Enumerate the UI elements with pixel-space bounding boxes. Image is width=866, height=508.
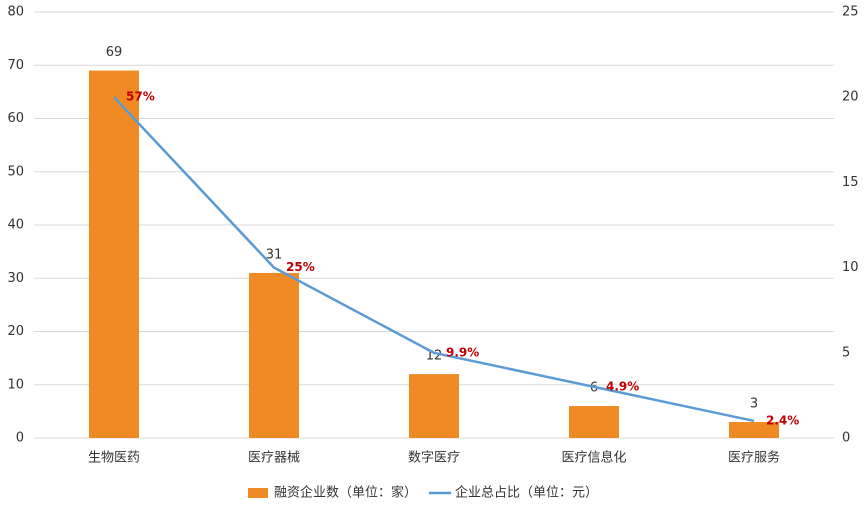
y2-tick-label: 25 [842, 5, 859, 20]
bar-value-label: 12 [426, 349, 443, 364]
y-tick-label: 0 [16, 431, 24, 446]
annotation: 4.9% [606, 379, 639, 393]
y-tick-label: 70 [7, 58, 24, 73]
bar [569, 406, 619, 438]
bar-value-label: 31 [266, 247, 283, 262]
bar-value-label: 3 [750, 397, 758, 412]
y-tick-label: 50 [7, 164, 24, 179]
line [113, 96, 755, 423]
bar [409, 374, 459, 438]
y-tick-label: 80 [7, 5, 24, 20]
bar [89, 70, 139, 438]
y-tick-label: 30 [7, 271, 24, 286]
y2-tick-label: 0 [842, 431, 850, 446]
annotation: 2.4% [766, 413, 799, 427]
x-tick-label: 数字医疗 [408, 451, 460, 466]
legend-label: 企业总占比（单位：元） [455, 485, 598, 501]
x-tick-label: 医疗服务 [728, 450, 780, 466]
y2-tick-label: 20 [842, 90, 859, 105]
y2-tick-label: 5 [842, 345, 850, 360]
annotation: 25% [286, 260, 315, 274]
annotation: 57% [126, 90, 155, 104]
legend-label: 融资企业数（单位：家） [274, 485, 417, 501]
x-tick-label: 医疗器械 [248, 451, 300, 466]
y2-tick-label: 10 [842, 260, 859, 275]
annotation: 9.9% [446, 345, 479, 359]
x-tick-label: 医疗信息化 [561, 450, 626, 466]
y-tick-label: 60 [7, 111, 24, 126]
y-tick-label: 20 [7, 324, 24, 339]
bar [729, 422, 779, 438]
x-tick-label: 生物医药 [88, 451, 140, 466]
bar [249, 272, 299, 438]
legend-swatch [248, 488, 268, 498]
y2-tick-label: 15 [842, 175, 859, 190]
legend: 融资企业数（单位：家） 企业总占比（单位：元） [248, 485, 598, 501]
y-tick-label: 40 [7, 218, 24, 233]
bar-value-label: 69 [106, 45, 123, 60]
y-tick-label: 10 [7, 377, 24, 392]
